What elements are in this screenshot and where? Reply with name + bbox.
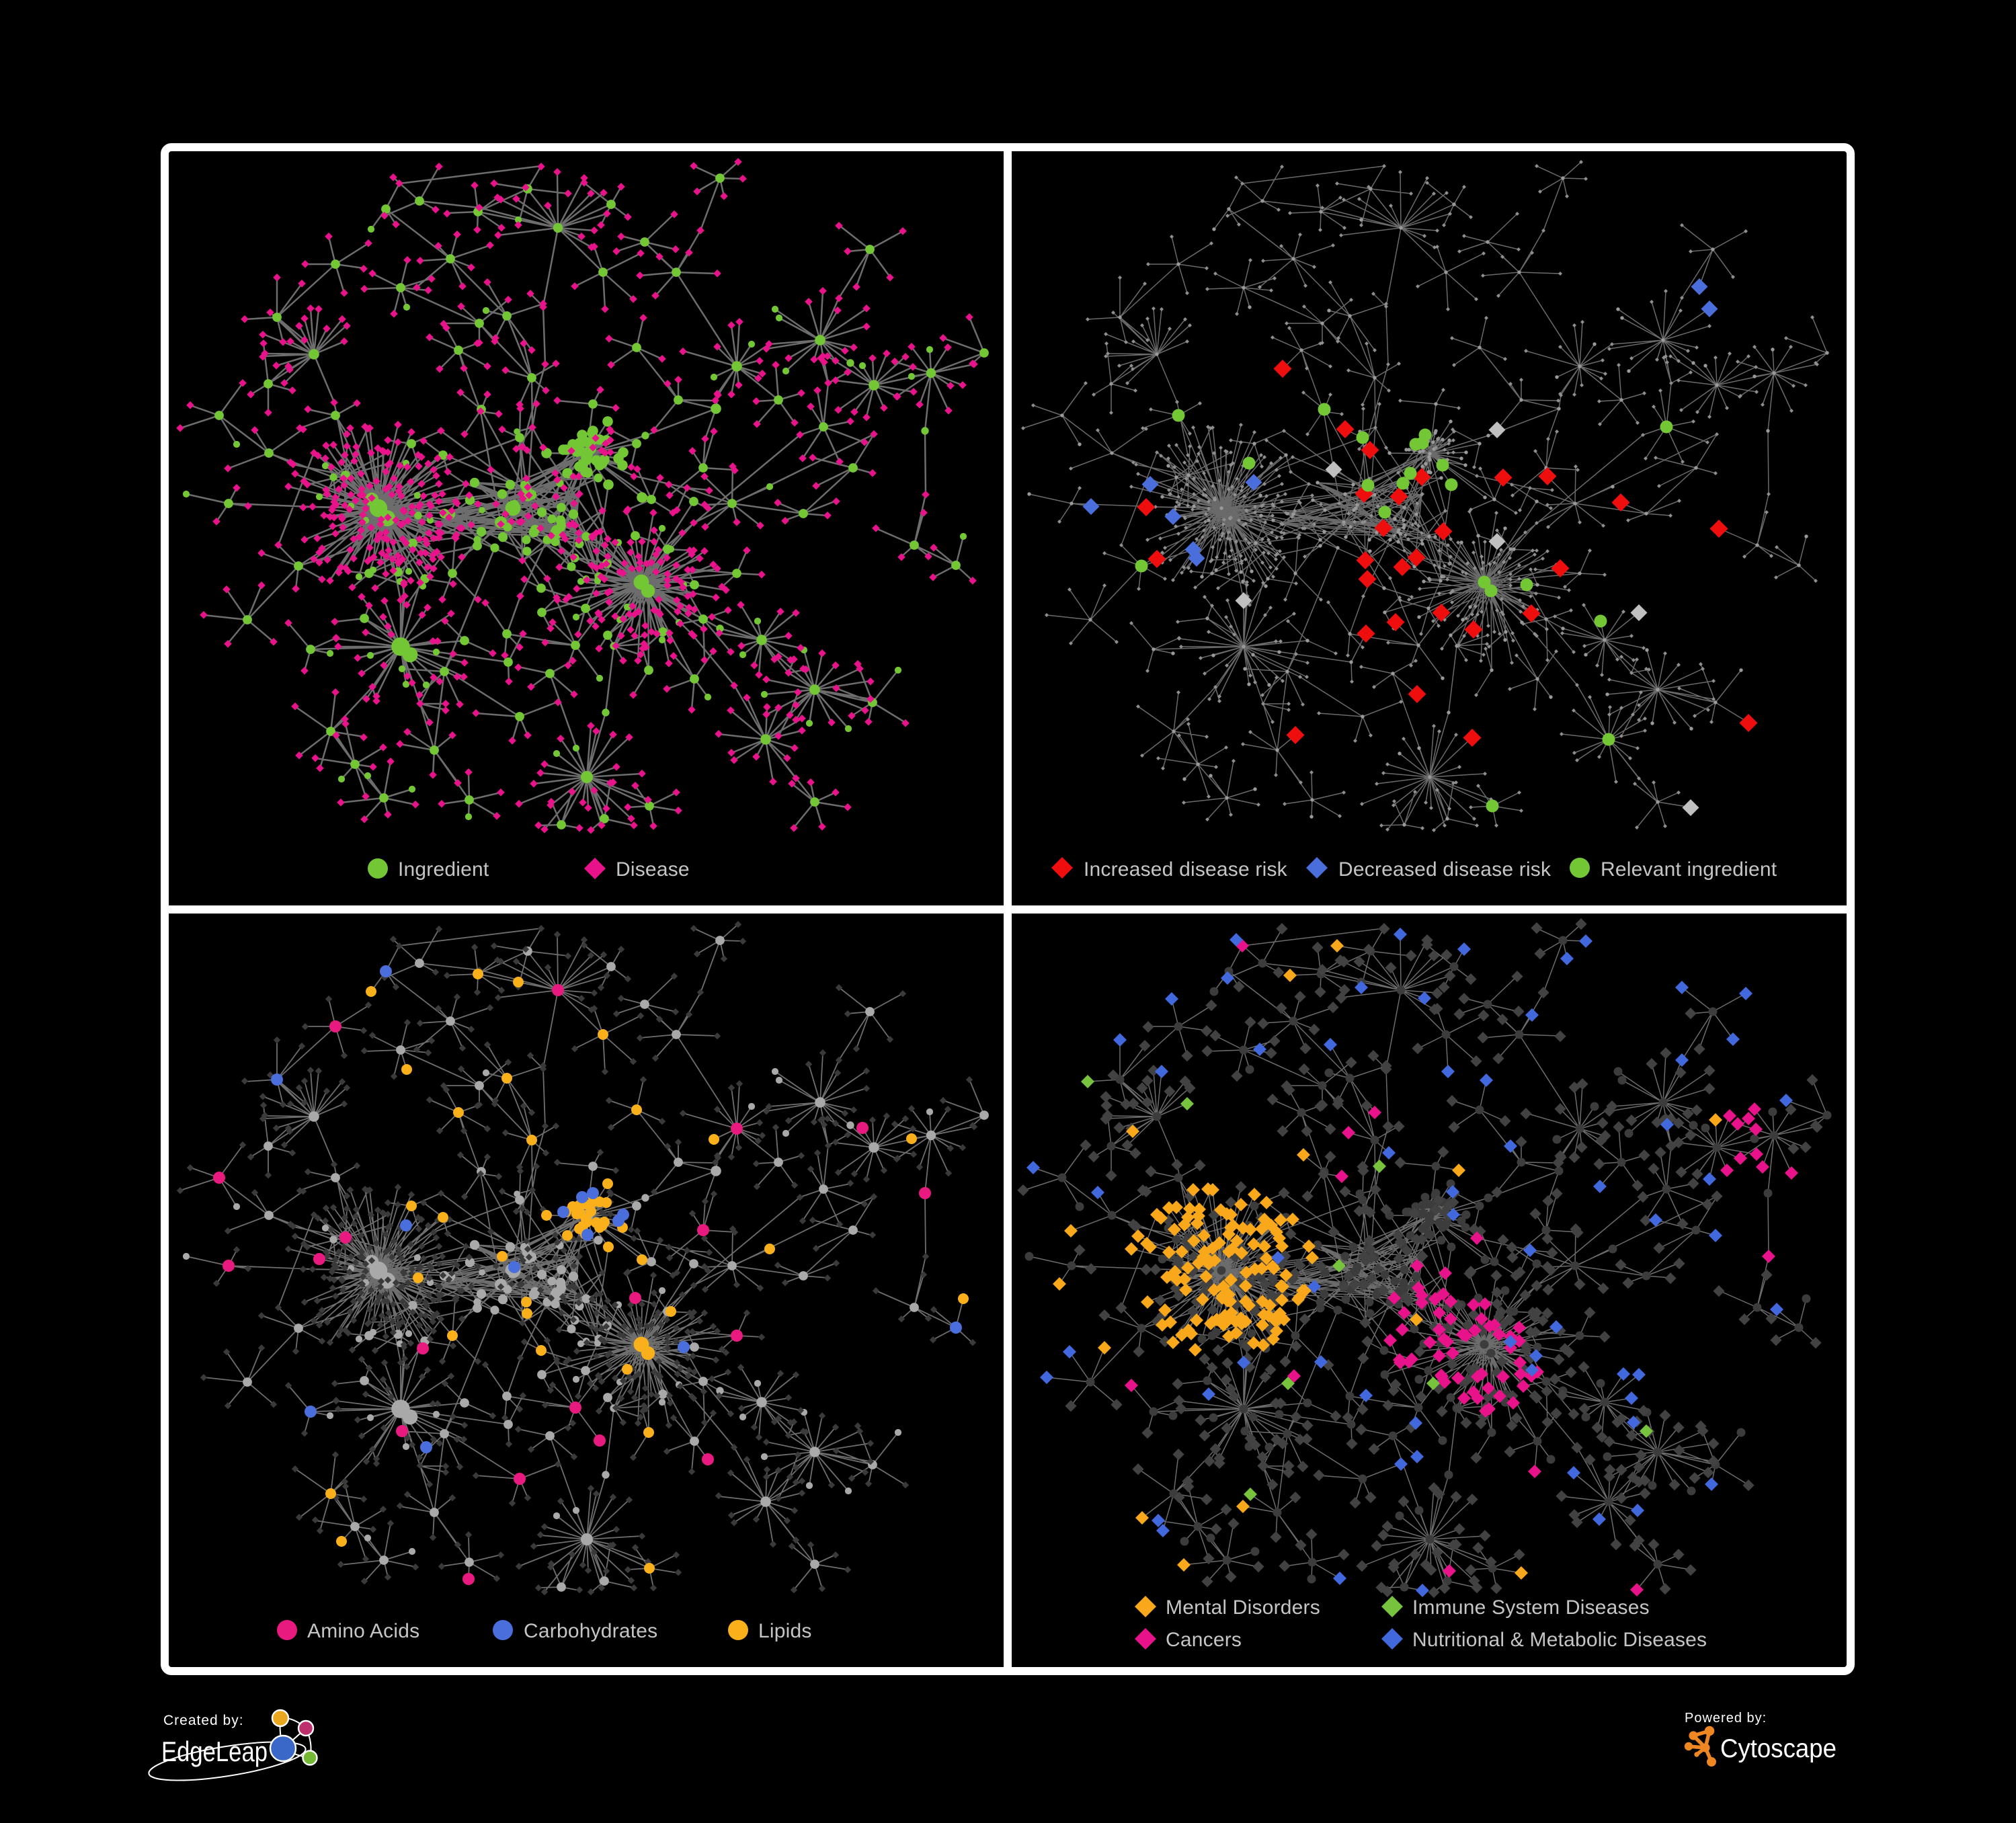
svg-text:Immune System Diseases: Immune System Diseases [1412,1596,1650,1619]
svg-text:Increased disease risk: Increased disease risk [1084,858,1288,881]
svg-text:Cytoscape: Cytoscape [1720,1734,1837,1763]
svg-text:Carbohydrates: Carbohydrates [524,1620,657,1642]
svg-text:Nutritional & Metabolic Diseas: Nutritional & Metabolic Diseases [1412,1629,1707,1651]
svg-text:Ingredient: Ingredient [398,858,489,881]
svg-text:Powered by:: Powered by: [1685,1711,1767,1726]
svg-text:Amino Acids: Amino Acids [307,1620,419,1642]
svg-text:EdgeLeap: EdgeLeap [161,1736,268,1767]
svg-text:Disease: Disease [616,858,690,881]
svg-text:Cancers: Cancers [1166,1629,1242,1651]
svg-text:Decreased disease risk: Decreased disease risk [1338,858,1551,881]
svg-text:Mental Disorders: Mental Disorders [1166,1596,1320,1619]
svg-text:Created by:: Created by: [163,1713,244,1728]
svg-text:Lipids: Lipids [758,1620,812,1642]
svg-text:Relevant ingredient: Relevant ingredient [1601,858,1777,881]
